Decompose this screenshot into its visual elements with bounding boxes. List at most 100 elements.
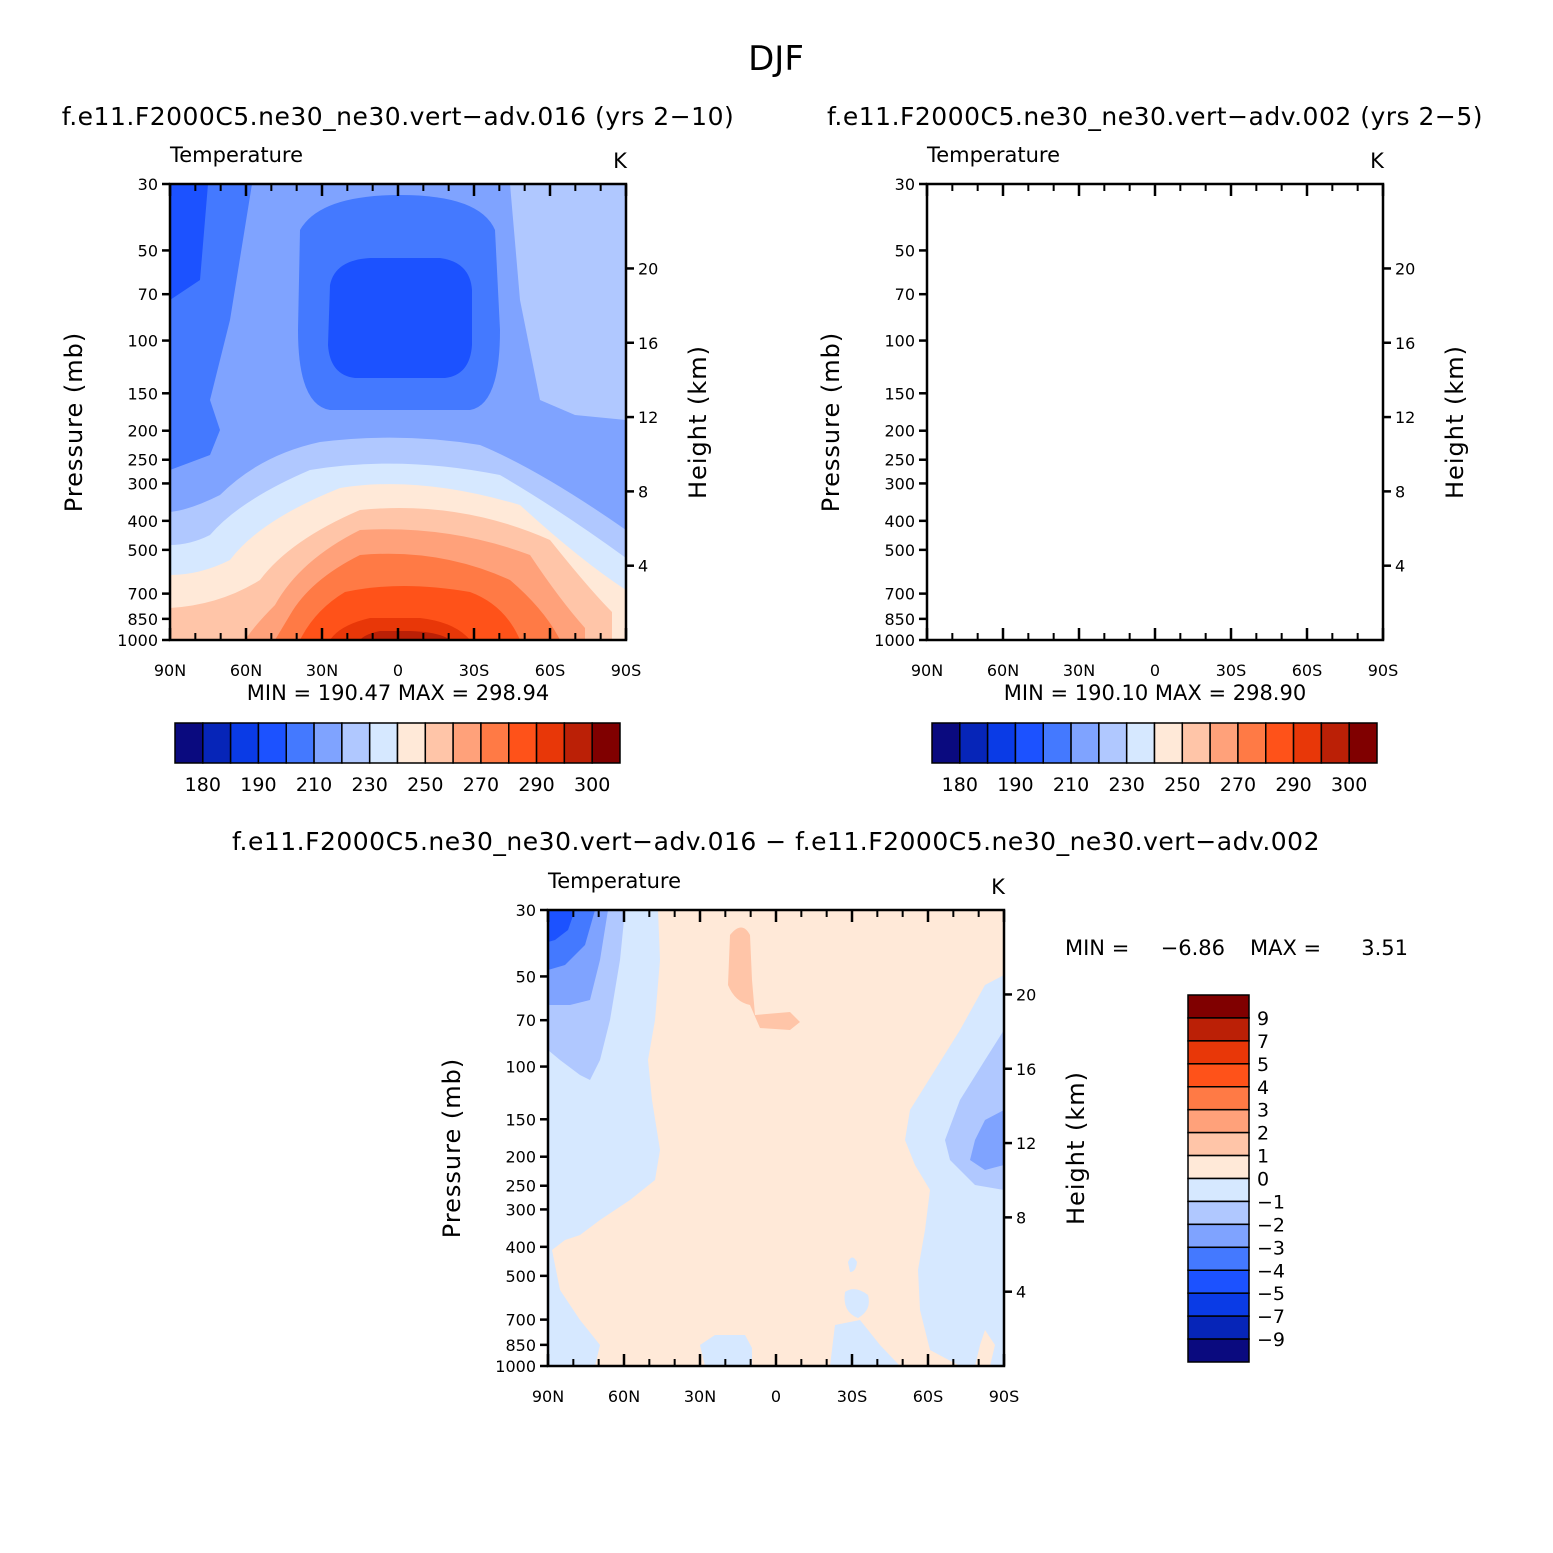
colorbar-swatch	[1237, 722, 1267, 764]
height-tick-label: 8	[1395, 482, 1405, 501]
max-value: 3.51	[1361, 936, 1408, 960]
plot-frame	[925, 182, 1385, 642]
colorbar-label: 210	[1053, 774, 1089, 796]
pressure-tick-label: 150	[505, 1110, 536, 1129]
colorbar-left: 180 190 210 230 250 270 290 300	[174, 722, 621, 796]
colorbar-swatch	[1181, 722, 1211, 764]
colorbar-label: 190	[997, 774, 1033, 796]
pressure-tick-label: 70	[516, 1011, 536, 1030]
colorbar-swatch	[480, 722, 510, 764]
lat-tick-label: 0	[393, 661, 403, 680]
max-label: MAX =	[1250, 936, 1321, 960]
colorbar-swatch	[341, 722, 371, 764]
colorbar-swatch	[452, 722, 482, 764]
pressure-tick-label: 500	[127, 541, 158, 560]
colorbar-label: −3	[1257, 1237, 1285, 1259]
band-peach-blob	[728, 927, 800, 1030]
pressure-tick-label: 200	[127, 422, 158, 441]
height-tick-label: 12	[638, 408, 658, 427]
band-core-blue	[1085, 258, 1229, 378]
lat-tick-label: 60N	[987, 661, 1019, 680]
lat-tick-label: 30S	[1216, 661, 1247, 680]
pressure-tick-label: 30	[516, 901, 536, 920]
figure-title: DJF	[748, 39, 804, 79]
height-tick-label: 8	[1016, 1208, 1026, 1227]
colorbar-right: 180 190 210 230 250 270 290 300	[931, 722, 1378, 796]
lat-tick-label: 90N	[154, 661, 186, 680]
band-paleblue-spot-1	[844, 1289, 869, 1318]
pressure-tick-label: 300	[505, 1200, 536, 1219]
variable-label: Temperature	[926, 143, 1060, 167]
colorbar-label: −1	[1257, 1191, 1285, 1213]
pressure-tick-label: 200	[884, 422, 915, 441]
pressure-tick-label: 850	[505, 1336, 536, 1355]
band-redorange	[1057, 586, 1277, 640]
height-tick-label: 20	[638, 259, 658, 278]
contour-field-a	[170, 184, 626, 640]
pressure-axis-title: Pressure (mb)	[817, 332, 845, 512]
colorbar-label: 5	[1257, 1054, 1269, 1076]
colorbar-label: 300	[574, 774, 610, 796]
height-tick-label: 4	[1016, 1283, 1026, 1302]
colorbar-swatch	[931, 722, 961, 764]
colorbar-swatch	[1187, 1086, 1250, 1111]
lat-tick-label: 60S	[1292, 661, 1323, 680]
colorbar-label: 0	[1257, 1169, 1269, 1191]
height-axis-title: Height (km)	[684, 345, 712, 499]
ticks: 30 50 70 100 150 200 250 300 400 500 700 850 1000 20 1…	[438, 901, 1090, 1406]
colorbar-swatch	[1098, 722, 1128, 764]
pressure-axis-title: Pressure (mb)	[60, 332, 88, 512]
panel-title-right: f.e11.F2000C5.ne30_ne30.vert−adv.002 (yr…	[827, 102, 1483, 131]
colorbar-swatch	[1265, 722, 1295, 764]
height-tick-label: 16	[1395, 334, 1415, 353]
band-peach	[927, 508, 1369, 640]
panel-top-left: Temperature K 30507010015020025030040050…	[60, 143, 712, 705]
colorbar-swatch	[591, 722, 621, 764]
colorbar-label: 9	[1257, 1008, 1269, 1030]
colorbar-label: 2	[1257, 1123, 1269, 1145]
colorbar-label: 270	[463, 774, 499, 796]
colorbar-swatch	[368, 722, 399, 764]
pressure-tick-label: 700	[505, 1311, 536, 1330]
colorbar-swatch	[508, 722, 538, 764]
colorbar-swatch	[313, 722, 343, 764]
lat-tick-label: 30S	[837, 1387, 868, 1406]
colorbar-label: 230	[1109, 774, 1145, 796]
min-max-label: MIN = 190.10 MAX = 298.90	[1004, 681, 1306, 705]
pressure-tick-label: 250	[505, 1177, 536, 1196]
pressure-tick-label: 70	[138, 285, 158, 304]
variable-label: Temperature	[169, 143, 303, 167]
pressure-tick-label: 300	[884, 474, 915, 493]
pressure-tick-label: 100	[884, 332, 915, 351]
lat-tick-label: 90S	[611, 661, 642, 680]
pressure-tick-label: 400	[884, 512, 915, 531]
band-dark-corner	[170, 184, 208, 300]
colorbar-swatch	[1042, 722, 1072, 764]
colorbar-label: 4	[1257, 1077, 1269, 1099]
colorbar-swatch	[535, 722, 566, 764]
pressure-tick-label: 30	[895, 175, 915, 194]
lat-tick-label: 90S	[989, 1387, 1020, 1406]
band-paleblue-bottom	[700, 1335, 752, 1366]
pressure-tick-label: 150	[884, 384, 915, 403]
lat-tick-label: 60N	[230, 661, 262, 680]
height-tick-label: 16	[638, 334, 658, 353]
colorbar-label: 290	[1275, 774, 1311, 796]
pressure-tick-label: 850	[884, 610, 915, 629]
pressure-tick-label: 850	[127, 610, 158, 629]
height-tick-label: 16	[1016, 1060, 1036, 1079]
colorbar-swatch	[1187, 1154, 1250, 1180]
height-tick-label: 20	[1395, 259, 1415, 278]
band-midblue	[927, 184, 1383, 640]
height-tick-label: 4	[638, 557, 648, 576]
pressure-tick-label: 1000	[874, 631, 915, 650]
pressure-axis-title: Pressure (mb)	[438, 1058, 466, 1238]
colorbar-swatch	[1348, 722, 1378, 764]
lat-tick-label: 90N	[911, 661, 943, 680]
pressure-tick-label: 50	[895, 241, 915, 260]
height-tick-label: 20	[1016, 985, 1036, 1004]
band-orange	[1032, 554, 1317, 640]
colorbar-label: 250	[407, 774, 443, 796]
height-tick-label: 12	[1395, 408, 1415, 427]
